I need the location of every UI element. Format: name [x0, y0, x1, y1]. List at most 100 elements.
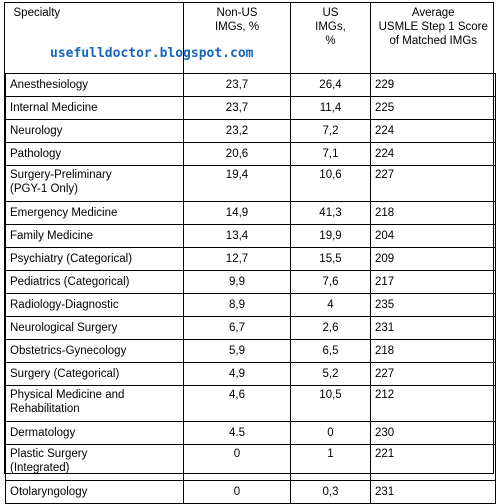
specialty-name: Pathology	[10, 147, 62, 160]
specialty-name: (PGY-1 Only)	[10, 182, 78, 195]
non-us-percent-cell: 5,9	[183, 338, 291, 363]
us-percent-cell: 7,6	[290, 269, 371, 294]
non-us-percent-cell: 0	[183, 479, 291, 504]
non-us-percent-cell: 4,6	[183, 384, 291, 422]
table-row: Physical Medicine and Rehabilitation 4,6 10…	[5, 384, 496, 422]
non-us-percent-cell: 23,7	[183, 95, 291, 120]
us-percent-cell: 41,3	[290, 200, 371, 225]
average-score-cell: 224	[370, 141, 496, 166]
us-percent-cell: 6,5	[290, 338, 371, 363]
specialty-cell: Emergency Medicine	[5, 200, 184, 225]
table-row: Emergency Medicine 14,9 41,3 218	[5, 200, 496, 225]
specialty-cell: Family Medicine	[5, 223, 184, 248]
us-percent-cell: 2,6	[290, 315, 371, 340]
specialty-name: Radiology-Diagnostic	[10, 298, 119, 311]
non-us-percent-cell: 12,7	[183, 246, 291, 271]
table-row: Radiology-Diagnostic 8,9 4 235	[5, 292, 496, 317]
specialty-name: Obstetrics-Gynecology	[10, 344, 127, 357]
us-percent-cell: 0,3	[290, 479, 371, 504]
specialty-name: Plastic Surgery	[10, 447, 88, 460]
non-us-percent-cell: 9,9	[183, 269, 291, 294]
specialty-cell: Physical Medicine and Rehabilitation	[5, 384, 184, 422]
table-body: Anesthesiology 23,7 26,4 229 Internal Medici…	[5, 72, 496, 504]
us-percent-cell: 5,2	[290, 361, 371, 386]
table-row: Pediatrics (Categorical) 9,9 7,6 217	[5, 269, 496, 294]
us-percent-cell: 0	[290, 420, 371, 445]
average-score-cell: 218	[370, 200, 496, 225]
average-score-cell: 218	[370, 338, 496, 363]
non-us-percent-cell: 8,9	[183, 292, 291, 317]
header-average-score: Average USMLE Step 1 Score of Matched IMGs	[378, 7, 488, 47]
non-us-percent-cell: 19,4	[183, 164, 291, 202]
us-percent-cell: 10,6	[290, 164, 371, 202]
specialty-cell: Surgery-Preliminary (PGY-1 Only)	[5, 164, 184, 202]
table-row: Family Medicine 13,4 19,9 204	[5, 223, 496, 248]
non-us-percent-cell: 4.5	[183, 420, 291, 445]
us-percent-cell: 26,4	[290, 72, 371, 97]
average-score-cell: 221	[370, 443, 496, 481]
specialty-name: Internal Medicine	[10, 101, 98, 114]
specialty-cell: Pediatrics (Categorical)	[5, 269, 184, 294]
average-score-cell: 212	[370, 384, 496, 422]
specialty-name: Family Medicine	[10, 229, 94, 242]
specialty-name: Physical Medicine and	[10, 388, 125, 401]
non-us-percent-cell: 4,9	[183, 361, 291, 386]
specialty-cell: Plastic Surgery (Integrated)	[5, 443, 184, 481]
us-percent-cell: 7,1	[290, 141, 371, 166]
specialty-name: Neurology	[10, 124, 63, 137]
table-row: Anesthesiology 23,7 26,4 229	[5, 72, 496, 97]
non-us-percent-cell: 20,6	[183, 141, 291, 166]
specialty-name: Neurological Surgery	[10, 321, 118, 334]
table-header-row: Specialty Non-US IMGs, % US IMGs,% Average…	[5, 3, 496, 73]
specialty-cell: Otolaryngology	[5, 479, 184, 504]
table-row: Surgery-Preliminary (PGY-1 Only) 19,4 10,6 2…	[5, 164, 496, 202]
table-row: Neurology 23,2 7,2 224	[5, 118, 496, 143]
specialty-cell: Pathology	[5, 141, 184, 166]
average-score-cell: 229	[370, 72, 496, 97]
table-row: Obstetrics-Gynecology 5,9 6,5 218	[5, 338, 496, 363]
us-percent-cell: 7,2	[290, 118, 371, 143]
table-row: Dermatology 4.5 0 230	[5, 420, 496, 445]
table-row: Plastic Surgery (Integrated) 0 1 221	[5, 443, 496, 481]
non-us-percent-cell: 6,7	[183, 315, 291, 340]
us-percent-cell: 10,5	[290, 384, 371, 422]
average-score-cell: 231	[370, 479, 496, 504]
non-us-percent-cell: 23,7	[183, 72, 291, 97]
specialty-name: Rehabilitation	[10, 402, 80, 415]
average-score-cell: 227	[370, 164, 496, 202]
table-row: Neurological Surgery 6,7 2,6 231	[5, 315, 496, 340]
average-score-cell: 235	[370, 292, 496, 317]
specialty-cell: Neurological Surgery	[5, 315, 184, 340]
specialty-table: Specialty Non-US IMGs, % US IMGs,% Average…	[5, 3, 496, 504]
average-score-cell: 230	[370, 420, 496, 445]
specialty-cell: Psychiatry (Categorical)	[5, 246, 184, 271]
us-percent-cell: 1	[290, 443, 371, 481]
specialty-name: Emergency Medicine	[10, 206, 118, 219]
header-specialty: Specialty	[5, 3, 184, 73]
specialty-cell: Anesthesiology	[5, 72, 184, 97]
average-score-cell: 225	[370, 95, 496, 120]
specialty-cell: Neurology	[5, 118, 184, 143]
specialty-cell: Dermatology	[5, 420, 184, 445]
us-percent-cell: 11,4	[290, 95, 371, 120]
specialty-cell: Internal Medicine	[5, 95, 184, 120]
specialty-name: Surgery (Categorical)	[10, 367, 120, 380]
us-percent-cell: 19,9	[290, 223, 371, 248]
non-us-percent-cell: 13,4	[183, 223, 291, 248]
specialty-cell: Radiology-Diagnostic	[5, 292, 184, 317]
watermark-text: usefulldoctor.blogspot.com	[50, 46, 254, 61]
average-score-cell: 217	[370, 269, 496, 294]
us-percent-cell: 15,5	[290, 246, 371, 271]
average-score-cell: 231	[370, 315, 496, 340]
average-score-cell: 209	[370, 246, 496, 271]
specialty-name: (Integrated)	[10, 461, 70, 474]
header-us-imgs: US IMGs,%	[290, 3, 371, 73]
specialty-table-container: Specialty Non-US IMGs, % US IMGs,% Average…	[4, 2, 496, 504]
average-score-cell: 227	[370, 361, 496, 386]
specialty-name: Pediatrics (Categorical)	[10, 275, 130, 288]
table-row: Otolaryngology 0 0,3 231	[5, 479, 496, 504]
us-percent-cell: 4	[290, 292, 371, 317]
specialty-name: Surgery-Preliminary	[10, 168, 112, 181]
average-score-cell: 204	[370, 223, 496, 248]
specialty-cell: Obstetrics-Gynecology	[5, 338, 184, 363]
